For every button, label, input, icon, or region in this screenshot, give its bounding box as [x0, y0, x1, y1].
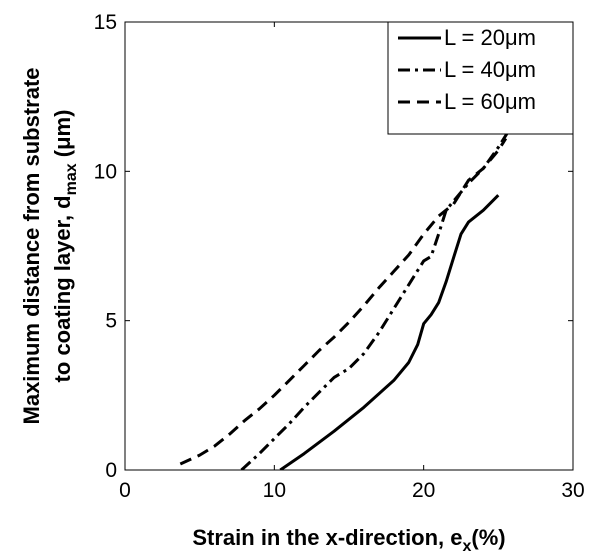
legend: L = 20μm L = 40μm L = 60μm: [387, 21, 574, 135]
x-tick-label: 0: [119, 479, 131, 502]
y-axis-title-line1: Maximum distance from substrate: [19, 68, 44, 425]
y-tick-label: 10: [94, 160, 117, 183]
x-tick-label: 10: [263, 479, 286, 502]
y-tick-label: 5: [105, 310, 117, 333]
y-axis-title: Maximum distance from substrate to coati…: [19, 68, 80, 425]
series-line-3: [179, 137, 508, 466]
series-layer: [179, 104, 530, 470]
series-line-2: [240, 104, 530, 470]
y-tick-label: 15: [94, 11, 117, 34]
y-axis-title-line2: to coating layer, dmax (μm): [50, 110, 80, 383]
series-line-1: [279, 194, 500, 470]
x-tick-label: 20: [412, 479, 435, 502]
legend-label-3: L = 60μm: [444, 89, 536, 114]
legend-box: [387, 21, 574, 135]
x-axis-title: Strain in the x-direction, ex(%): [192, 525, 505, 555]
y-tick-label: 0: [105, 459, 117, 482]
legend-label-2: L = 40μm: [444, 57, 536, 82]
x-axis: 0 10 20 30: [119, 22, 585, 502]
y-axis: 0 5 10 15: [94, 11, 573, 482]
legend-label-1: L = 20μm: [444, 25, 536, 50]
x-tick-label: 30: [561, 479, 584, 502]
